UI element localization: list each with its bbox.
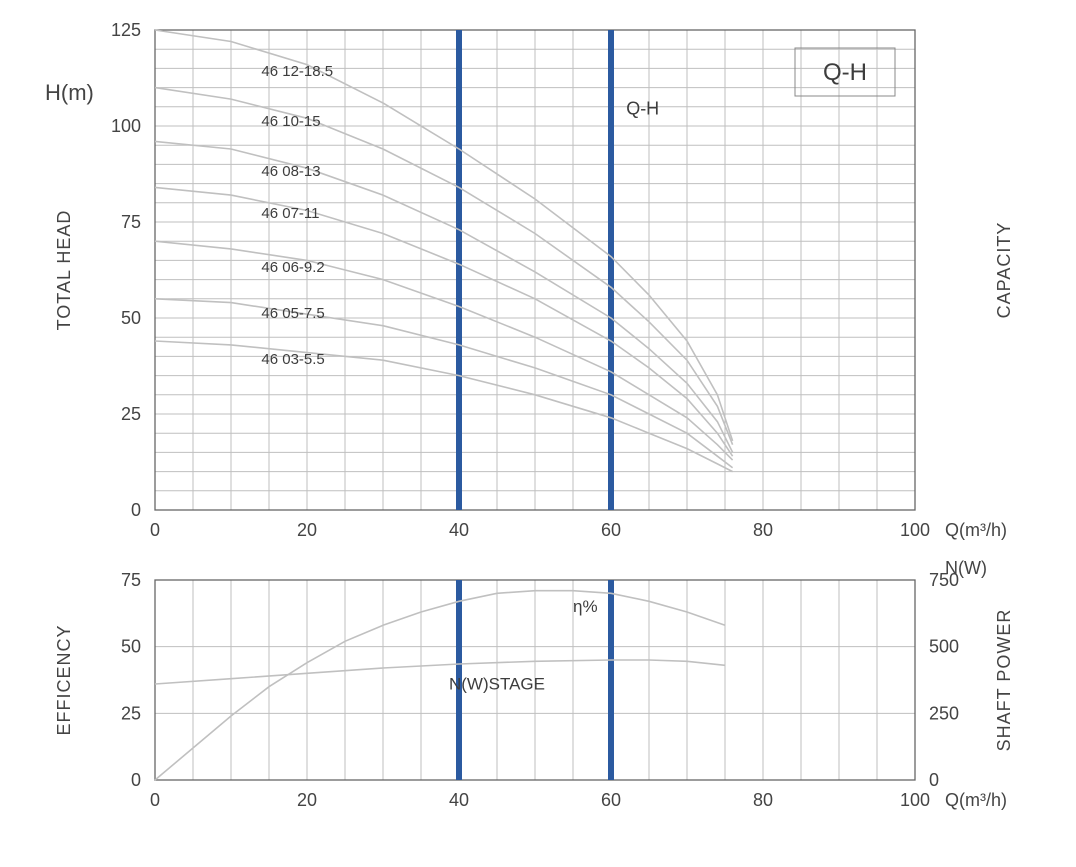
right-side-label: SHAFT POWER bbox=[994, 609, 1014, 752]
x-tick-label: 60 bbox=[601, 520, 621, 540]
y-tick-label: 75 bbox=[121, 212, 141, 232]
x-tick-label: 20 bbox=[297, 790, 317, 810]
corner-title: Q-H bbox=[823, 59, 867, 86]
x-tick-label: 100 bbox=[900, 520, 930, 540]
curve-label: 46 03-5.5 bbox=[261, 351, 324, 368]
qh-curve bbox=[155, 88, 733, 445]
power-curve bbox=[155, 660, 725, 684]
y-tick-label: 0 bbox=[131, 500, 141, 520]
curve-label: 46 12-18.5 bbox=[261, 63, 333, 80]
y-tick-label: 125 bbox=[111, 20, 141, 40]
x-axis-title: Q(m³/h) bbox=[945, 790, 1007, 810]
curve-label: 46 05-7.5 bbox=[261, 305, 324, 322]
curve-label: 46 10-15 bbox=[261, 113, 320, 130]
power-label: N(W)STAGE bbox=[449, 674, 545, 693]
y-left-tick-label: 75 bbox=[121, 570, 141, 590]
x-tick-label: 40 bbox=[449, 790, 469, 810]
inner-qh-label: Q-H bbox=[626, 98, 659, 118]
y-right-tick-label: 0 bbox=[929, 770, 939, 790]
x-tick-label: 60 bbox=[601, 790, 621, 810]
qh-curve bbox=[155, 187, 733, 456]
right-side-label: CAPACITY bbox=[994, 222, 1014, 319]
x-tick-label: 100 bbox=[900, 790, 930, 810]
x-tick-label: 20 bbox=[297, 520, 317, 540]
x-axis-title: Q(m³/h) bbox=[945, 520, 1007, 540]
qh-curve bbox=[155, 30, 733, 441]
left-side-label: EFFICENCY bbox=[54, 624, 74, 735]
efficiency-curve bbox=[155, 591, 725, 780]
y-left-tick-label: 0 bbox=[131, 770, 141, 790]
y-tick-label: 25 bbox=[121, 404, 141, 424]
y-tick-label: 50 bbox=[121, 308, 141, 328]
left-side-label: TOTAL HEAD bbox=[54, 210, 74, 331]
curve-label: 46 07-11 bbox=[261, 205, 319, 222]
qh-curve bbox=[155, 241, 733, 460]
x-tick-label: 40 bbox=[449, 520, 469, 540]
y-axis-title: H(m) bbox=[45, 80, 94, 105]
qh-curve bbox=[155, 299, 733, 468]
y-left-tick-label: 50 bbox=[121, 637, 141, 657]
y-tick-label: 100 bbox=[111, 116, 141, 136]
curve-label: 46 08-13 bbox=[261, 163, 320, 180]
bottom-chart: η%N(W)STAGE02040608010002550750250500750… bbox=[54, 558, 1014, 810]
top-chart: 46 12-18.5 46 10-15 46 08-13 46 07-11 46 06-… bbox=[45, 20, 1014, 540]
y-right-tick-label: 500 bbox=[929, 637, 959, 657]
x-tick-label: 80 bbox=[753, 520, 773, 540]
efficiency-label: η% bbox=[573, 597, 598, 616]
y-left-tick-label: 25 bbox=[121, 703, 141, 723]
x-tick-label: 80 bbox=[753, 790, 773, 810]
x-tick-label: 0 bbox=[150, 790, 160, 810]
y-right-tick-label: 250 bbox=[929, 703, 959, 723]
x-tick-label: 0 bbox=[150, 520, 160, 540]
qh-curve bbox=[155, 141, 733, 452]
right-y-axis-title: N(W) bbox=[945, 558, 987, 578]
curve-label: 46 06-9.2 bbox=[261, 259, 324, 276]
